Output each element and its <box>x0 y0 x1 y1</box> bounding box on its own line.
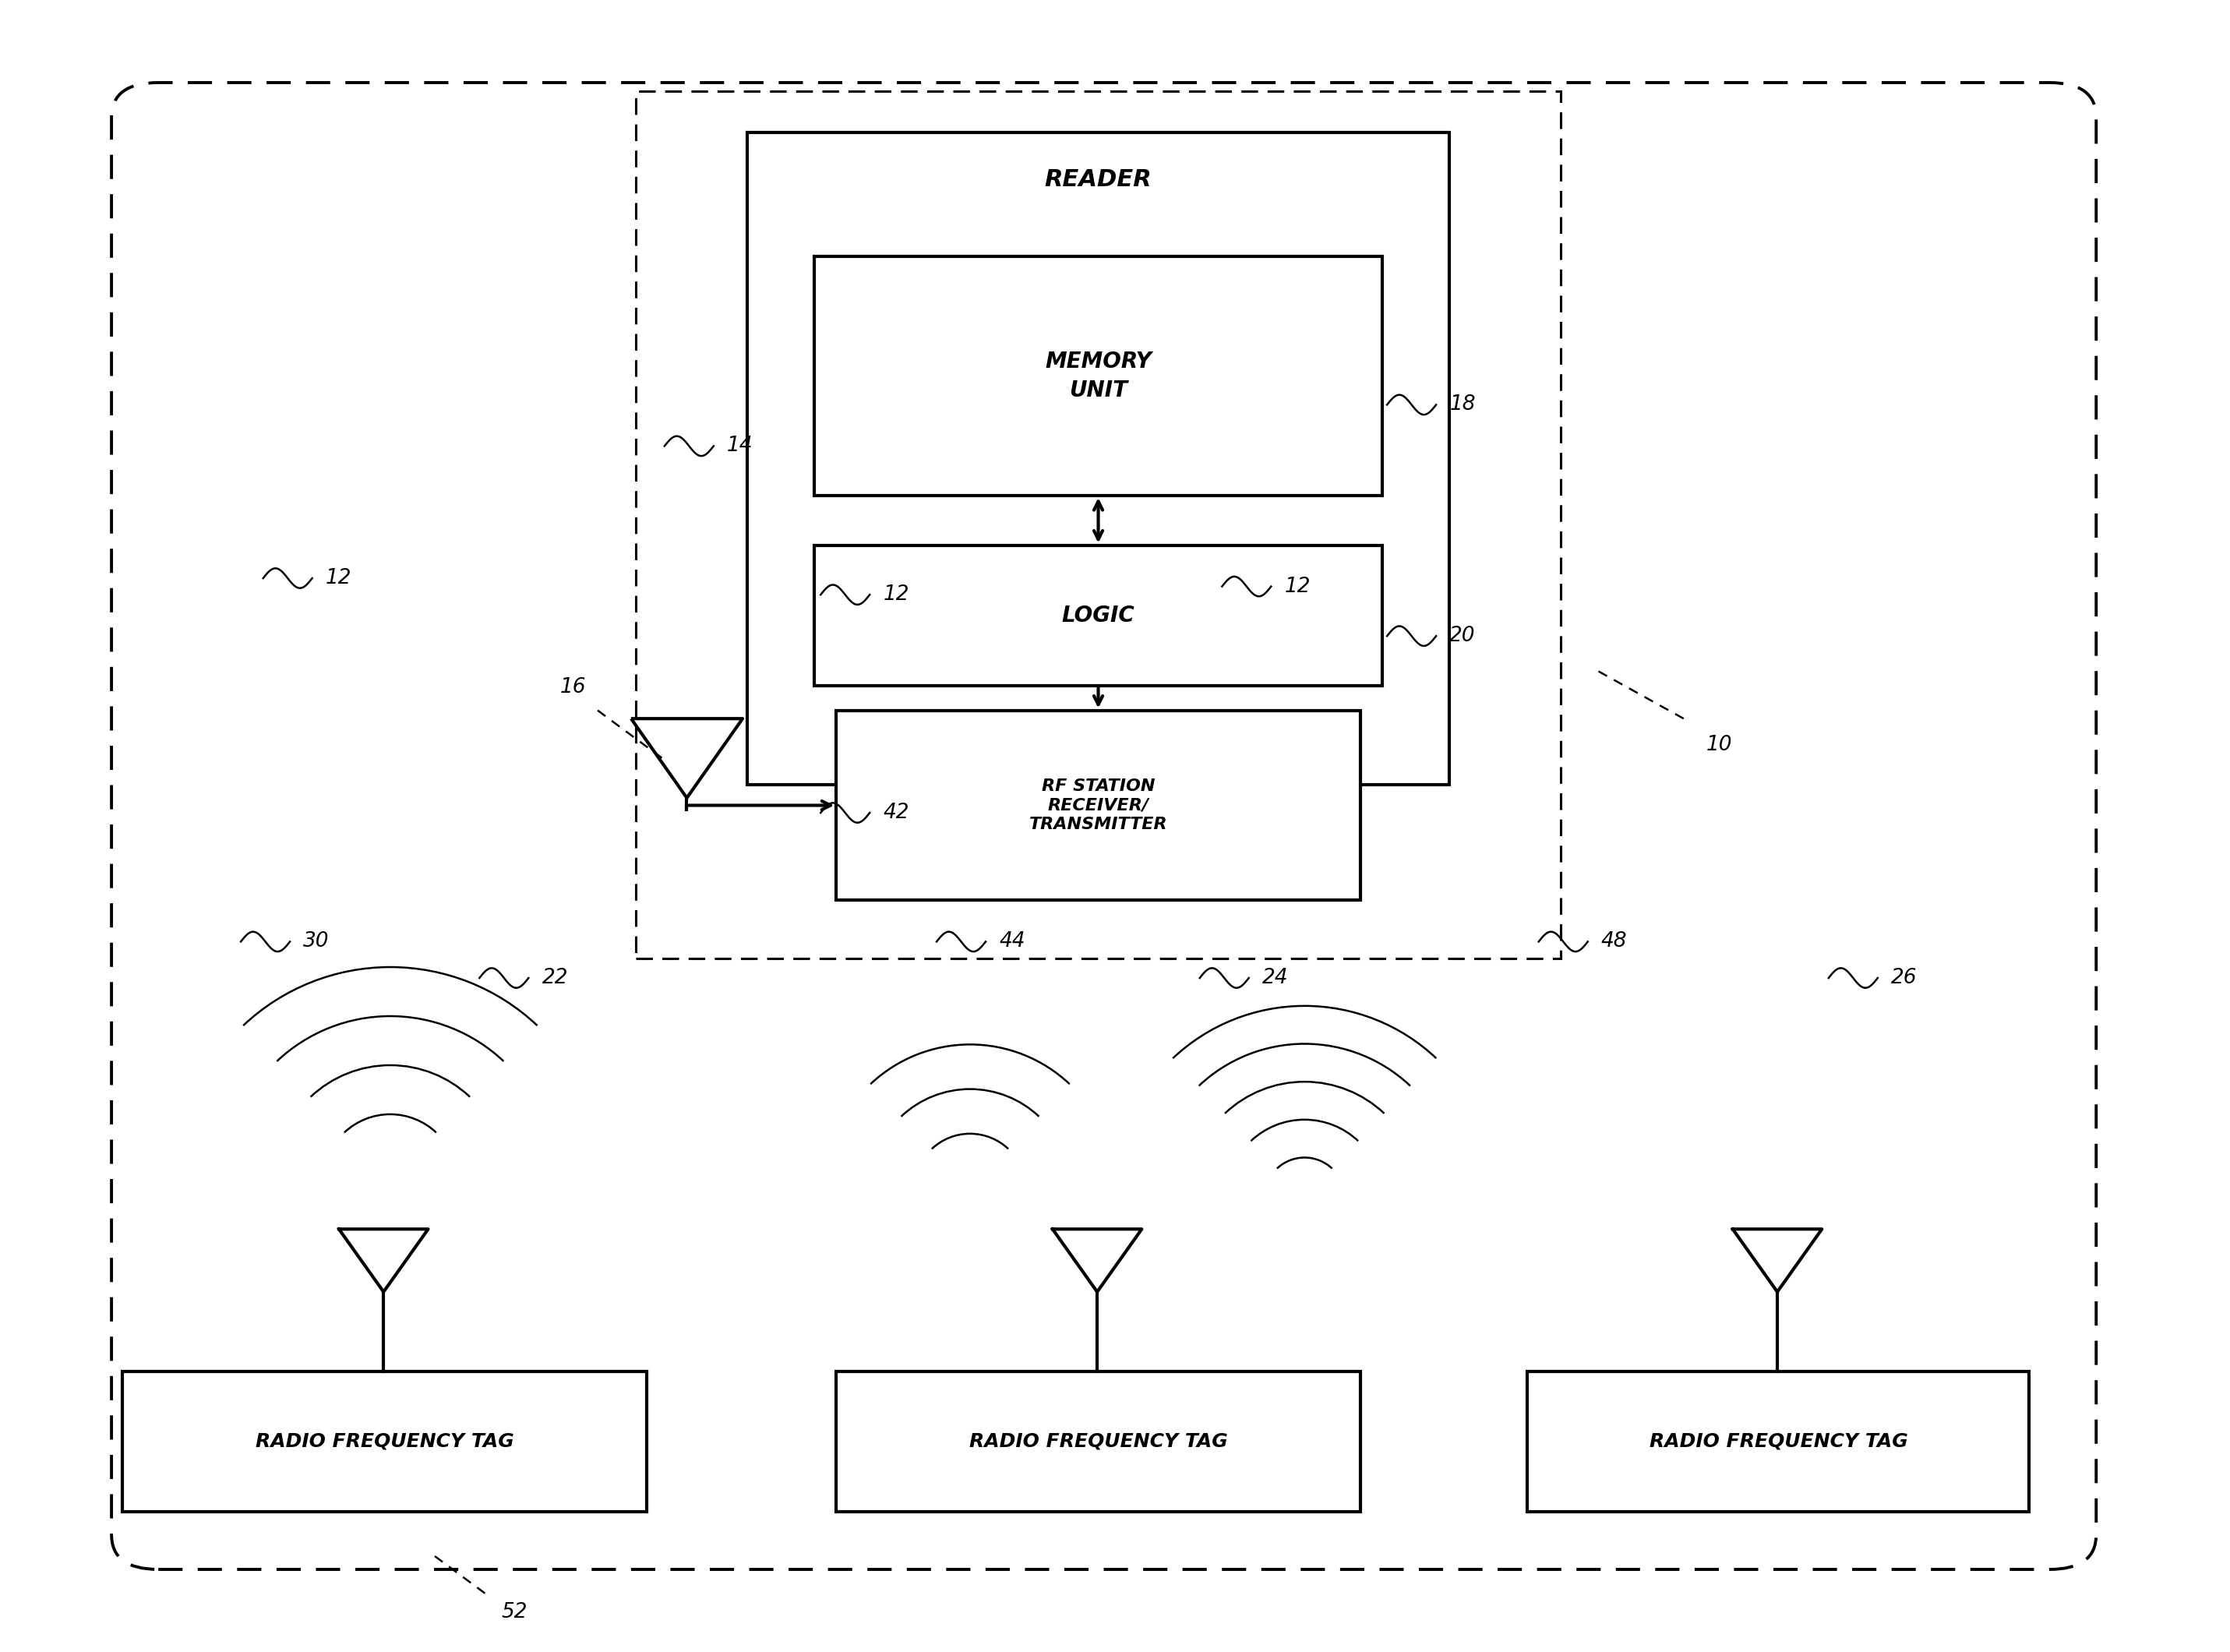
Text: 26: 26 <box>1891 968 1918 988</box>
Text: MEMORY
UNIT: MEMORY UNIT <box>1046 350 1151 401</box>
Bar <box>1528 1371 2029 1512</box>
Bar <box>836 710 1360 900</box>
Text: 12: 12 <box>326 568 352 588</box>
Text: 30: 30 <box>303 932 330 952</box>
Text: 20: 20 <box>1450 626 1476 646</box>
Text: RADIO FREQUENCY TAG: RADIO FREQUENCY TAG <box>970 1432 1226 1450</box>
Text: RF STATION
RECEIVER/
TRANSMITTER: RF STATION RECEIVER/ TRANSMITTER <box>1028 778 1169 833</box>
Text: 12: 12 <box>1284 577 1311 596</box>
Text: READER: READER <box>1044 169 1153 192</box>
Text: 18: 18 <box>1450 395 1476 415</box>
Text: 52: 52 <box>502 1602 529 1622</box>
Bar <box>814 256 1383 496</box>
Text: 10: 10 <box>1706 735 1733 755</box>
Text: 48: 48 <box>1601 932 1628 952</box>
Text: 22: 22 <box>542 968 569 988</box>
Bar <box>814 545 1383 686</box>
Text: 16: 16 <box>560 677 586 697</box>
Text: RADIO FREQUENCY TAG: RADIO FREQUENCY TAG <box>256 1432 513 1450</box>
Bar <box>123 1371 647 1512</box>
Text: LOGIC: LOGIC <box>1061 605 1135 626</box>
Bar <box>636 91 1561 958</box>
Text: 14: 14 <box>727 436 754 456</box>
Text: RADIO FREQUENCY TAG: RADIO FREQUENCY TAG <box>1650 1432 1907 1450</box>
Text: 42: 42 <box>883 803 910 823</box>
Text: 24: 24 <box>1262 968 1289 988</box>
Text: 12: 12 <box>883 585 910 605</box>
Bar <box>836 1371 1360 1512</box>
Bar <box>747 132 1450 785</box>
Text: 44: 44 <box>999 932 1026 952</box>
